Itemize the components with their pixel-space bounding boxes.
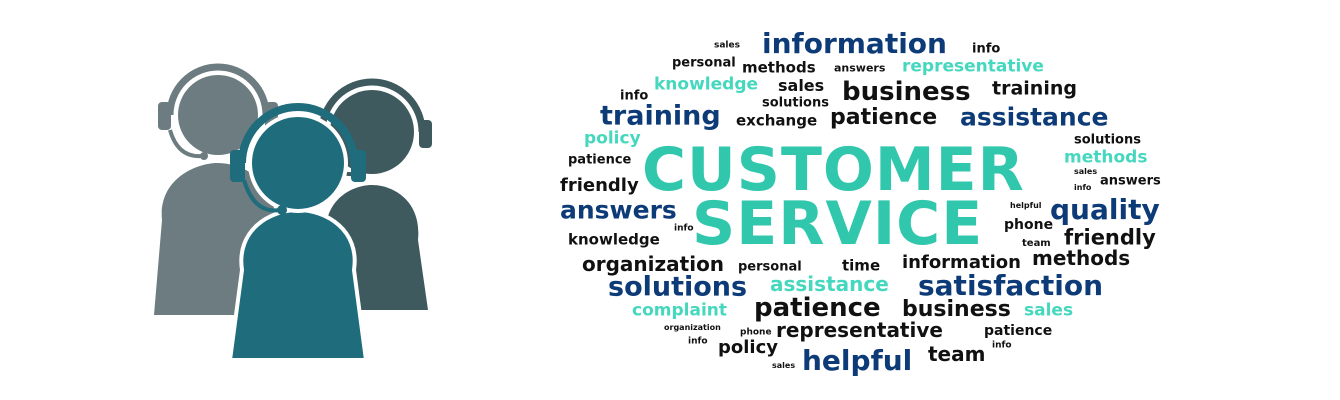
cloud-word: friendly	[560, 175, 639, 196]
cloud-word: representative	[776, 318, 943, 342]
cloud-word: methods	[742, 58, 816, 77]
cloud-word: answers	[560, 195, 677, 225]
cloud-word: sales	[778, 76, 825, 95]
cloud-word: business	[902, 297, 1011, 322]
cloud-word: exchange	[736, 111, 818, 130]
agents-illustration	[154, 63, 432, 362]
cloud-word: knowledge	[654, 74, 759, 95]
cloud-word: policy	[718, 337, 778, 358]
cloud-word: training	[600, 100, 721, 132]
cloud-word: complaint	[632, 300, 727, 321]
agent-left-icon	[154, 63, 278, 315]
cloud-word: patience	[568, 152, 632, 168]
cloud-word: phone	[740, 327, 772, 338]
cloud-word: info	[688, 336, 708, 347]
cloud-word: solutions	[608, 271, 748, 303]
cloud-word: patience	[984, 323, 1053, 339]
cloud-word: business	[842, 77, 971, 107]
cloud-word: organization	[582, 252, 725, 276]
cloud-word: quality	[1050, 193, 1160, 226]
cloud-word: info	[992, 340, 1012, 351]
cloud-word: sales	[1024, 300, 1074, 321]
headline-customer: CUSTOMER	[642, 135, 1025, 205]
cloud-word: methods	[1032, 246, 1131, 270]
cloud-word: knowledge	[568, 230, 660, 249]
cloud-word: organization	[664, 323, 721, 332]
cloud-word: policy	[584, 128, 641, 149]
cloud-word: sales	[772, 361, 796, 370]
cloud-word: team	[1022, 238, 1051, 249]
cloud-word: patience	[830, 105, 938, 130]
cloud-word: solutions	[1074, 132, 1141, 148]
agent-front-icon	[227, 103, 369, 362]
cloud-word: personal	[738, 259, 802, 275]
cloud-word: representative	[902, 56, 1044, 77]
cloud-word: helpful	[802, 344, 913, 377]
cloud-word: methods	[1064, 147, 1148, 168]
cloud-word: assistance	[960, 102, 1109, 132]
cloud-word: answers	[834, 61, 886, 75]
cloud-word: info	[674, 223, 694, 234]
cloud-word: helpful	[1010, 201, 1042, 210]
customer-service-agents-icon	[140, 60, 450, 370]
cloud-word: sales	[1074, 167, 1098, 176]
cloud-word: satisfaction	[918, 269, 1104, 302]
cloud-word: friendly	[1064, 225, 1156, 250]
cloud-word: info	[972, 41, 1001, 57]
cloud-word: training	[992, 77, 1077, 100]
cloud-word: solutions	[762, 95, 829, 111]
cloud-word: information	[762, 27, 947, 60]
cloud-word: info	[620, 88, 649, 104]
cloud-word: answers	[1100, 173, 1161, 189]
cloud-word: patience	[754, 293, 881, 323]
headline-service: SERVICE	[692, 189, 984, 259]
cloud-word: time	[842, 256, 881, 275]
cloud-word: personal	[672, 55, 736, 71]
cloud-word: sales	[714, 40, 740, 51]
cloud-word: phone	[1004, 217, 1054, 233]
cloud-word: information	[902, 252, 1021, 273]
cloud-word: info	[1074, 183, 1092, 192]
cloud-word: team	[928, 342, 986, 366]
cloud-word: assistance	[770, 272, 889, 296]
